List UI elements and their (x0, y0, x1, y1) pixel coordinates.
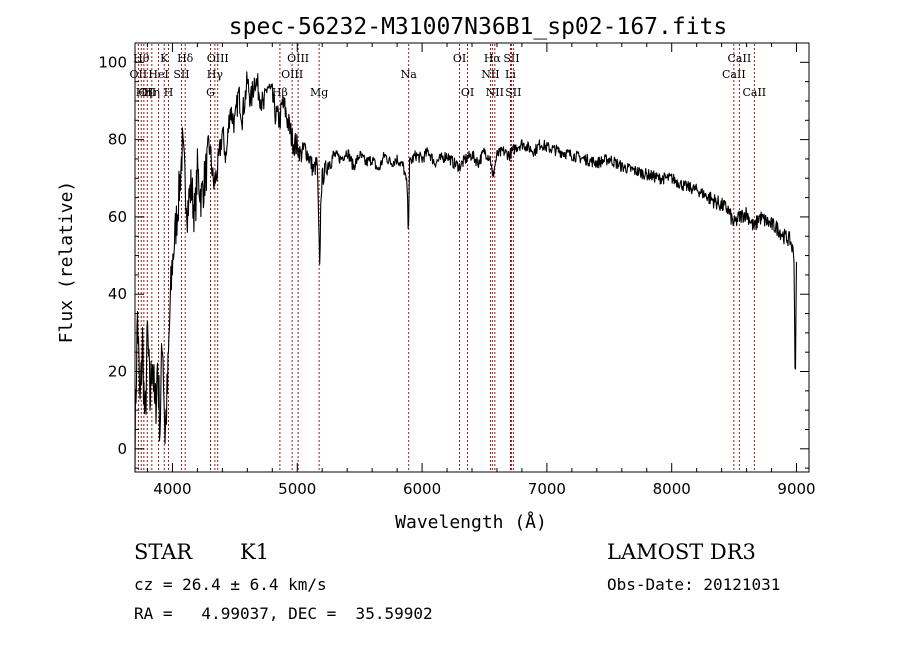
line-label-9: Hδ (177, 52, 194, 65)
axes: 4000 5000 6000 7000 8000 9000 0 20 40 60 80 100 (98, 42, 816, 498)
redshift-text: cz = 26.4 ± 6.4 km/s (134, 575, 327, 594)
line-label-23: Li (505, 68, 516, 81)
y-tick-label-0: 0 (117, 440, 127, 458)
x-tick-label-2: 6000 (403, 480, 441, 498)
line-label-26: CaII (722, 68, 746, 81)
spectral-line-markers: OIIHθHηOIIHηHeIKHSIIHδGHγOIIIHβOIIIOIIIM… (130, 44, 766, 471)
line-label-28: CaII (742, 86, 766, 99)
line-label-21: Hα (484, 52, 502, 65)
line-label-10: G (206, 86, 215, 99)
line-label-7: H (164, 86, 174, 99)
line-label-8: SII (173, 68, 189, 81)
x-tick-label-5: 9000 (777, 480, 815, 498)
x-tick-label-4: 8000 (653, 480, 691, 498)
y-axis-label: Flux (relative) (56, 181, 77, 344)
line-label-16: Mg (310, 86, 328, 99)
line-label-2: Hη (136, 86, 152, 99)
line-label-11: Hγ (207, 68, 224, 81)
line-label-5: HeI (148, 68, 168, 81)
line-label-20: NII (481, 68, 499, 81)
y-tick-label-2: 40 (108, 285, 127, 303)
y-tick-label-5: 100 (98, 53, 127, 71)
line-label-25: SII (505, 86, 521, 99)
line-label-4: Hη (144, 86, 160, 99)
line-label-6: K (160, 52, 169, 65)
y-tick-label-4: 80 (108, 131, 127, 149)
line-label-13: Hβ (272, 86, 288, 99)
spectrum-line (134, 71, 798, 471)
y-tick-label-3: 60 (108, 208, 127, 226)
coordinates: RA = 4.99037, DEC = 35.59902 (134, 604, 433, 623)
obs-date: Obs-Date: 20121031 (607, 575, 781, 594)
object-class: STAR (134, 540, 193, 564)
line-label-24: SII (503, 52, 519, 65)
line-label-15: OIII (287, 52, 309, 65)
line-label-14: OIII (281, 68, 303, 81)
x-tick-label-1: 5000 (278, 480, 316, 498)
line-label-22: NII (486, 86, 504, 99)
line-label-1: Hθ (133, 52, 150, 65)
line-label-27: CaII (728, 52, 752, 65)
object-subclass: K1 (240, 540, 270, 564)
line-label-12: OIII (207, 52, 229, 65)
x-tick-label-0: 4000 (153, 480, 191, 498)
chart-title: spec-56232-M31007N36B1_sp02-167.fits (229, 14, 728, 40)
line-label-17: Na (401, 68, 418, 81)
x-tick-label-3: 7000 (528, 480, 566, 498)
survey-name: LAMOST DR3 (607, 540, 756, 564)
x-axis-label: Wavelength (Å) (395, 511, 547, 533)
line-label-0: OII (130, 68, 148, 81)
y-tick-label-1: 20 (108, 363, 127, 381)
plot-frame (134, 42, 810, 473)
line-label-18: OI (453, 52, 466, 65)
line-label-19: OI (461, 86, 474, 99)
